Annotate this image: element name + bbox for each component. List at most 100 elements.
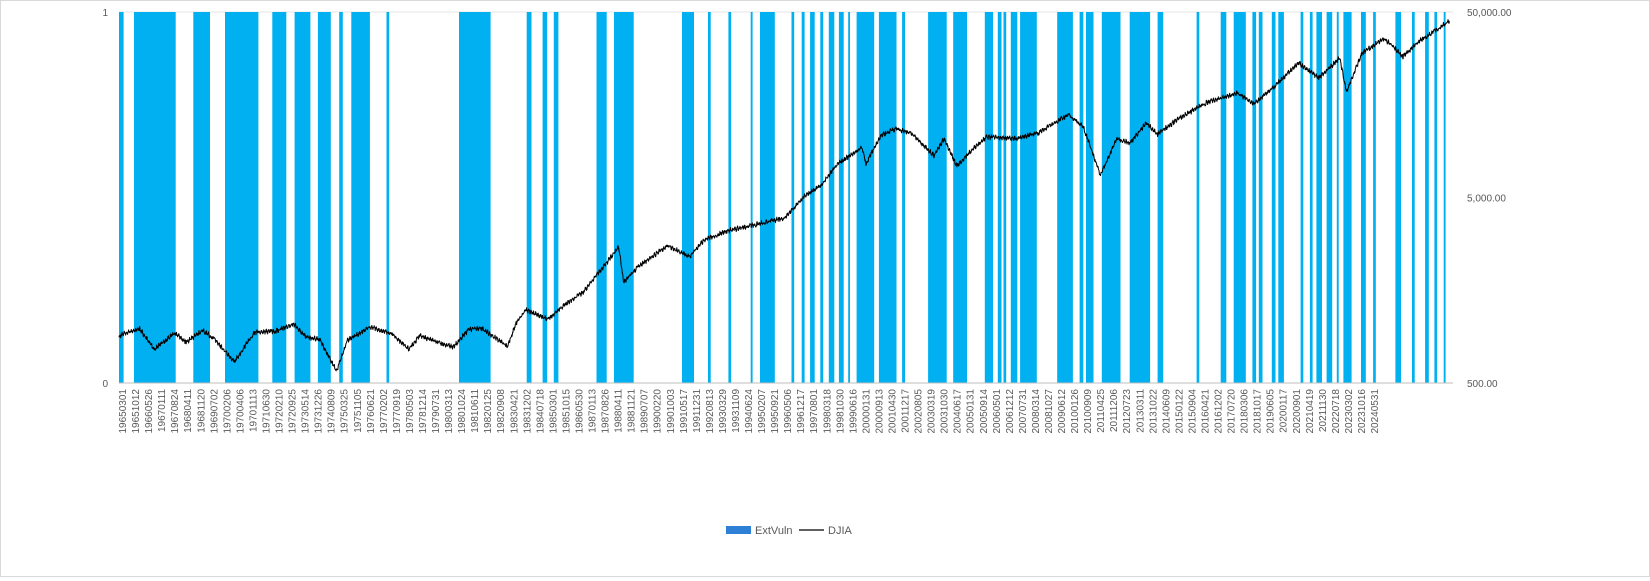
x-tick-label: 20070731 bbox=[1018, 389, 1029, 434]
extvuln-bar bbox=[1343, 12, 1352, 383]
x-tick-label: 19881121 bbox=[627, 389, 638, 433]
x-tick-label: 19690702 bbox=[209, 389, 220, 434]
x-tick-label: 19830421 bbox=[509, 389, 520, 434]
x-tick-label: 19860530 bbox=[575, 389, 586, 434]
x-tick-label: 19900220 bbox=[653, 389, 664, 434]
x-tick-label: 20050131 bbox=[966, 389, 977, 434]
x-tick-label: 20150122 bbox=[1174, 389, 1185, 434]
extvuln-bar bbox=[810, 12, 815, 383]
x-tick-label: 19870826 bbox=[601, 389, 612, 434]
x-tick-label: 19950921 bbox=[770, 389, 781, 434]
x-tick-label: 19650301 bbox=[118, 389, 129, 434]
extvuln-bar bbox=[1443, 12, 1446, 383]
djia-line bbox=[118, 19, 1450, 372]
extvuln-bar bbox=[1434, 12, 1438, 383]
x-tick-label: 19780503 bbox=[405, 389, 416, 434]
x-tick-label: 19800313 bbox=[444, 389, 455, 434]
extvuln-bar bbox=[1309, 12, 1313, 383]
x-tick-label: 20100126 bbox=[1070, 389, 1081, 434]
x-tick-label: 19961217 bbox=[796, 389, 807, 434]
x-tick-label: 20111206 bbox=[1109, 389, 1120, 432]
extvuln-bar bbox=[596, 12, 607, 383]
y-axis-left: 01 bbox=[102, 8, 108, 390]
x-tick-label: 20130311 bbox=[1135, 389, 1146, 433]
extvuln-bar bbox=[526, 12, 532, 383]
extvuln-bar bbox=[984, 12, 993, 383]
x-tick-label: 19901003 bbox=[666, 389, 677, 434]
x-tick-label: 20031030 bbox=[940, 389, 951, 434]
x-tick-label: 19960506 bbox=[783, 389, 794, 434]
extvuln-bar bbox=[1129, 12, 1151, 383]
extvuln-bar bbox=[902, 12, 905, 383]
x-tick-label: 19850301 bbox=[548, 389, 559, 434]
x-tick-label: 20211130 bbox=[1318, 389, 1329, 432]
extvuln-bar bbox=[339, 12, 343, 383]
legend-label-extvuln: ExtVuln bbox=[755, 525, 793, 537]
x-tick-label: 20150904 bbox=[1187, 389, 1198, 434]
x-tick-label: 19651012 bbox=[131, 389, 142, 434]
x-tick-label: 20030319 bbox=[927, 389, 938, 434]
x-tick-label: 20120723 bbox=[1122, 389, 1133, 434]
extvuln-bar bbox=[1233, 12, 1246, 383]
extvuln-bar bbox=[134, 12, 176, 383]
x-tick-label: 19950207 bbox=[757, 389, 768, 434]
extvuln-bar bbox=[828, 12, 835, 383]
x-tick-label: 19670111 bbox=[157, 389, 168, 432]
extvuln-bar bbox=[1300, 12, 1304, 383]
x-tick-label: 19831202 bbox=[522, 389, 533, 434]
y-right-tick-label: 5,000.00 bbox=[1467, 194, 1506, 205]
y-left-tick-label: 1 bbox=[102, 8, 108, 19]
extvuln-bar bbox=[1258, 12, 1263, 383]
x-tick-label: 19680411 bbox=[183, 389, 194, 433]
extvuln-bar bbox=[820, 12, 824, 383]
x-tick-label: 19660526 bbox=[144, 389, 155, 434]
x-tick-label: 20180306 bbox=[1240, 389, 1251, 434]
x-tick-label: 20230302 bbox=[1344, 389, 1355, 434]
x-tick-label: 20170720 bbox=[1227, 389, 1238, 434]
x-tick-label: 19801024 bbox=[457, 389, 468, 434]
x-tick-label: 19820125 bbox=[483, 389, 494, 434]
x-tick-label: 20181017 bbox=[1253, 389, 1264, 434]
x-tick-label: 19931109 bbox=[731, 389, 742, 433]
extvuln-bar bbox=[1010, 12, 1018, 383]
extvuln-bar bbox=[272, 12, 287, 383]
extvuln-bar bbox=[1373, 12, 1376, 383]
x-tick-label: 19781214 bbox=[418, 389, 429, 434]
x-tick-label: 19911231 bbox=[692, 389, 703, 433]
extvuln-bar bbox=[953, 12, 967, 383]
extvuln-bar bbox=[459, 12, 491, 383]
extvuln-bar bbox=[542, 12, 548, 383]
x-tick-label: 20000913 bbox=[874, 389, 885, 434]
x-tick-label: 20100909 bbox=[1083, 389, 1094, 434]
x-tick-label: 20040617 bbox=[953, 389, 964, 434]
x-tick-label: 20080314 bbox=[1031, 389, 1042, 434]
x-tick-label: 19820908 bbox=[496, 389, 507, 434]
x-tick-label: 20010430 bbox=[888, 389, 899, 434]
extvuln-bar bbox=[614, 12, 634, 383]
extvuln-bar bbox=[750, 12, 753, 383]
x-tick-label: 19720210 bbox=[275, 389, 286, 434]
x-tick-label: 19851015 bbox=[561, 389, 572, 434]
x-tick-label: 20090612 bbox=[1057, 389, 1068, 434]
y-right-tick-label: 50,000.00 bbox=[1467, 8, 1512, 19]
extvuln-bar bbox=[856, 12, 875, 383]
x-tick-label: 20081027 bbox=[1044, 389, 1055, 434]
extvuln-bar bbox=[848, 12, 850, 383]
x-tick-label: 19700406 bbox=[235, 389, 246, 434]
x-tick-label: 19770202 bbox=[379, 389, 390, 434]
x-tick-label: 19701113 bbox=[248, 389, 259, 432]
djia-line-layer bbox=[118, 19, 1450, 372]
extvuln-bar bbox=[1220, 12, 1227, 383]
x-tick-label: 20000131 bbox=[861, 389, 872, 434]
x-tick-label: 19930329 bbox=[718, 389, 729, 434]
x-tick-label: 20011217 bbox=[901, 389, 912, 433]
x-tick-label: 20200117 bbox=[1279, 389, 1290, 433]
legend-label-djia: DJIA bbox=[828, 525, 853, 537]
extvuln-bar bbox=[791, 12, 795, 383]
extvuln-bar bbox=[760, 12, 775, 383]
legend-swatch-extvuln bbox=[726, 526, 751, 534]
x-tick-label: 20050914 bbox=[979, 389, 990, 434]
extvuln-bar bbox=[1425, 12, 1429, 383]
x-tick-label: 20200901 bbox=[1292, 389, 1303, 434]
